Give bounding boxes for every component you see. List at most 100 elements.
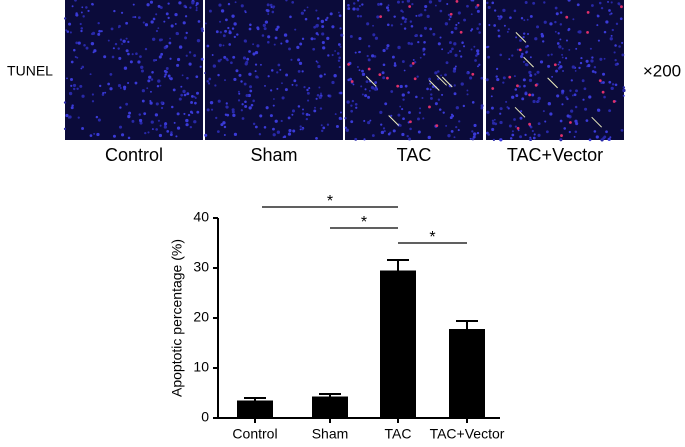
- nucleus: [160, 101, 164, 105]
- nucleus: [241, 117, 245, 120]
- nucleus: [68, 22, 72, 26]
- nucleus: [160, 106, 164, 110]
- nucleus: [68, 115, 72, 119]
- nucleus: [536, 70, 540, 74]
- nucleus: [594, 71, 597, 74]
- nucleus: [603, 30, 607, 34]
- nucleus: [507, 28, 510, 31]
- nucleus: [315, 9, 318, 12]
- nucleus: [164, 122, 168, 126]
- nucleus: [450, 30, 454, 34]
- nucleus: [399, 105, 402, 108]
- nucleus: [337, 11, 340, 14]
- bar: [449, 329, 485, 418]
- nucleus: [486, 110, 490, 114]
- nucleus: [99, 84, 102, 88]
- nucleus: [522, 60, 526, 64]
- nucleus: [422, 117, 425, 120]
- nucleus: [582, 98, 585, 101]
- nucleus: [410, 42, 414, 46]
- nucleus: [371, 134, 375, 137]
- nucleus: [321, 32, 325, 36]
- nucleus: [499, 120, 503, 125]
- nucleus: [390, 114, 393, 117]
- nucleus: [119, 38, 123, 41]
- nucleus: [157, 27, 160, 30]
- bar: [380, 270, 416, 418]
- nucleus: [291, 109, 296, 113]
- nucleus: [262, 23, 266, 28]
- nucleus: [589, 47, 592, 50]
- nucleus: [223, 125, 227, 129]
- nucleus: [515, 36, 518, 39]
- nucleus: [224, 79, 226, 82]
- nucleus: [331, 80, 335, 85]
- nucleus: [457, 22, 460, 24]
- nucleus: [497, 29, 500, 32]
- nucleus: [531, 129, 534, 133]
- nucleus: [146, 3, 150, 7]
- nucleus: [447, 52, 450, 55]
- nucleus: [495, 67, 499, 70]
- nucleus: [331, 25, 335, 29]
- nucleus: [232, 113, 236, 118]
- nucleus: [212, 64, 217, 68]
- nucleus: [461, 41, 464, 44]
- nucleus: [131, 119, 135, 123]
- y-tick-label: 0: [201, 409, 209, 425]
- nucleus: [288, 129, 292, 133]
- nucleus: [193, 54, 197, 58]
- nucleus: [346, 100, 350, 104]
- nucleus: [499, 138, 503, 142]
- nucleus: [380, 123, 383, 126]
- nucleus: [474, 5, 478, 9]
- nucleus: [426, 14, 430, 19]
- nucleus: [225, 102, 228, 105]
- nucleus: [272, 133, 276, 137]
- nucleus: [244, 100, 247, 104]
- nucleus: [222, 121, 226, 125]
- nucleus: [204, 133, 208, 137]
- nucleus: [163, 125, 167, 129]
- nucleus: [361, 3, 364, 6]
- nucleus: [375, 86, 378, 89]
- nucleus: [513, 9, 517, 13]
- nucleus: [475, 54, 478, 57]
- nucleus: [158, 133, 163, 138]
- nucleus: [607, 137, 611, 141]
- nucleus: [169, 57, 172, 60]
- nucleus: [275, 28, 279, 31]
- nucleus: [155, 102, 159, 106]
- nucleus: [208, 77, 212, 81]
- nucleus: [478, 23, 481, 26]
- nucleus: [470, 13, 473, 16]
- nucleus: [280, 42, 283, 45]
- y-tick-label: 20: [193, 309, 209, 325]
- nucleus: [80, 29, 83, 33]
- nucleus: [367, 58, 371, 62]
- nucleus: [270, 89, 273, 92]
- nucleus: [559, 65, 563, 69]
- nucleus: [599, 57, 603, 61]
- nucleus: [406, 0, 411, 3]
- nucleus: [444, 22, 449, 26]
- nucleus: [407, 91, 410, 94]
- significance-label: *: [327, 193, 333, 210]
- nucleus: [316, 17, 320, 20]
- apoptotic-nucleus: [534, 83, 538, 87]
- nucleus: [81, 6, 84, 9]
- nucleus: [127, 136, 131, 140]
- nucleus: [159, 6, 163, 9]
- nucleus: [292, 129, 296, 133]
- nucleus: [446, 3, 449, 6]
- nucleus: [166, 130, 170, 133]
- nucleus: [522, 78, 526, 82]
- nucleus: [200, 27, 204, 31]
- nucleus: [260, 63, 262, 66]
- nucleus: [80, 67, 83, 70]
- nucleus: [121, 133, 125, 137]
- nucleus: [141, 99, 145, 103]
- nucleus: [121, 43, 123, 45]
- nucleus: [285, 39, 289, 43]
- nucleus: [97, 21, 100, 25]
